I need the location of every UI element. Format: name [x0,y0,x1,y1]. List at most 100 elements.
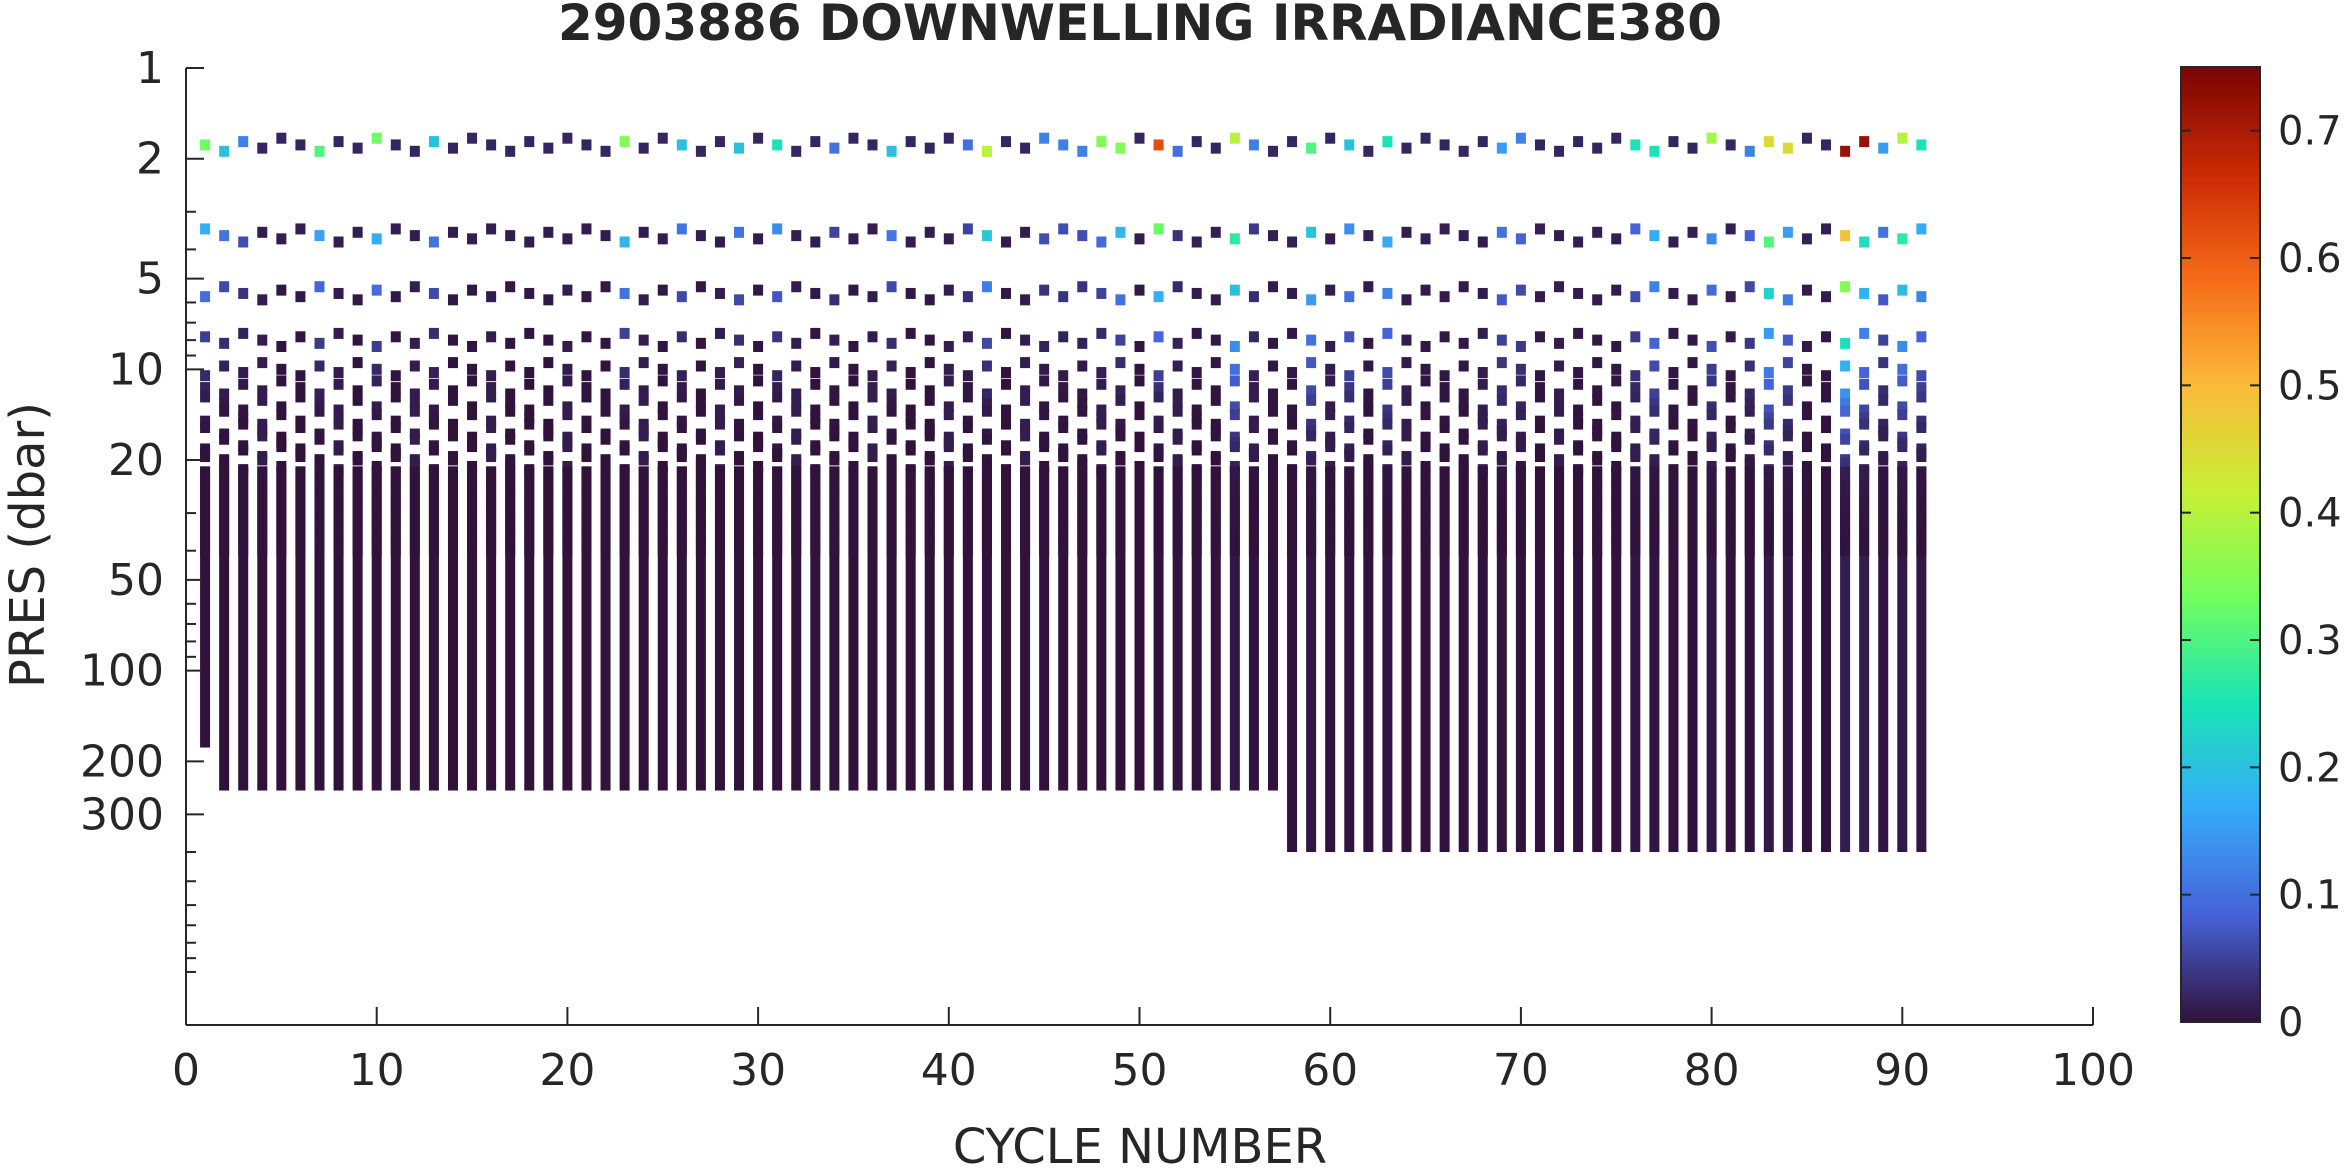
data-cell [1916,540,1927,556]
data-cell [238,404,249,416]
x-tick-label: 0 [172,1045,200,1096]
profile-column [581,466,592,791]
data-cell [1077,337,1088,349]
data-cell [1267,457,1278,469]
profile-cycle-70 [1515,132,1526,853]
data-cell [505,145,516,157]
data-cell [428,404,439,416]
data-cell [314,388,325,400]
data-cell [1401,418,1412,430]
data-cell [638,466,649,482]
profile-cycle-31 [772,139,783,791]
data-cell [772,466,783,482]
x-tick-label: 70 [1493,1045,1549,1096]
data-cell [524,525,535,542]
data-cell [200,415,211,427]
data-cell [409,525,420,542]
data-cell [1401,142,1412,154]
data-cell [1573,412,1584,424]
data-cell [1210,481,1221,497]
data-cell [1725,481,1736,497]
data-cell [390,481,401,497]
data-cell [810,378,821,390]
data-cell [1420,132,1431,144]
data-cell [1916,391,1927,403]
data-cell [390,451,401,463]
y-tick-label: 2 [136,134,164,185]
data-cell [734,142,745,154]
data-cell [1287,481,1298,497]
data-cell [333,287,344,299]
data-cell [1382,378,1393,390]
profile-column [1801,466,1812,853]
data-cell [676,540,687,556]
data-cell [390,422,401,434]
data-cell [1573,287,1584,299]
data-cell [962,391,973,403]
data-cell [409,405,420,417]
profile-cycle-63 [1382,136,1393,853]
data-cell [810,418,821,430]
profile-cycle-14 [447,142,458,791]
data-cell [1744,481,1755,497]
data-cell [505,281,516,293]
data-cell [695,145,706,157]
data-cell [200,451,211,463]
data-cell [1306,334,1317,346]
data-cell [867,496,878,512]
data-cell [981,405,992,417]
data-cell [581,481,592,497]
data-cell [772,510,783,527]
data-cell [1706,132,1717,144]
data-cell [1477,412,1488,424]
data-cell [867,223,878,235]
data-cell [352,525,363,542]
x-tick-label: 40 [921,1045,977,1096]
data-cell [1554,281,1565,293]
data-cell [238,367,249,379]
data-cell [1363,405,1374,417]
data-cell [1096,418,1107,430]
data-cell [848,441,859,453]
profile-cycle-50 [1134,132,1145,791]
profile-cycle-26 [676,139,687,791]
data-cell [676,291,687,303]
data-cell [1439,331,1450,343]
data-cell [1859,481,1870,497]
profile-column [1363,466,1374,853]
data-cell [638,481,649,497]
data-cell [371,363,382,375]
profile-cycle-74 [1592,142,1603,853]
data-cell [333,327,344,339]
data-cell [219,337,230,349]
data-cell [867,481,878,497]
data-cell [1210,540,1221,556]
data-cell [1878,540,1889,556]
data-cell [1210,454,1221,466]
data-cell [1001,327,1012,339]
data-cell [1134,441,1145,453]
data-cell [600,496,611,512]
data-cell [1821,370,1832,382]
data-cell [1668,510,1679,527]
data-cell [1344,525,1355,542]
data-cell [734,334,745,346]
data-cell [1191,466,1202,482]
data-cell [1687,294,1698,306]
data-cell [924,481,935,497]
profile-column [257,466,268,791]
data-cell [1229,233,1240,245]
data-cell [1649,360,1660,372]
data-cell [1287,404,1298,416]
data-cell [1782,454,1793,466]
data-cell [1401,454,1412,466]
data-cell [581,451,592,463]
data-cell [1611,510,1622,527]
data-cell [219,525,230,542]
data-cell [848,340,859,352]
data-cell [409,398,420,410]
data-cell [772,540,783,556]
data-cell [1916,525,1927,542]
data-cell [905,481,916,497]
